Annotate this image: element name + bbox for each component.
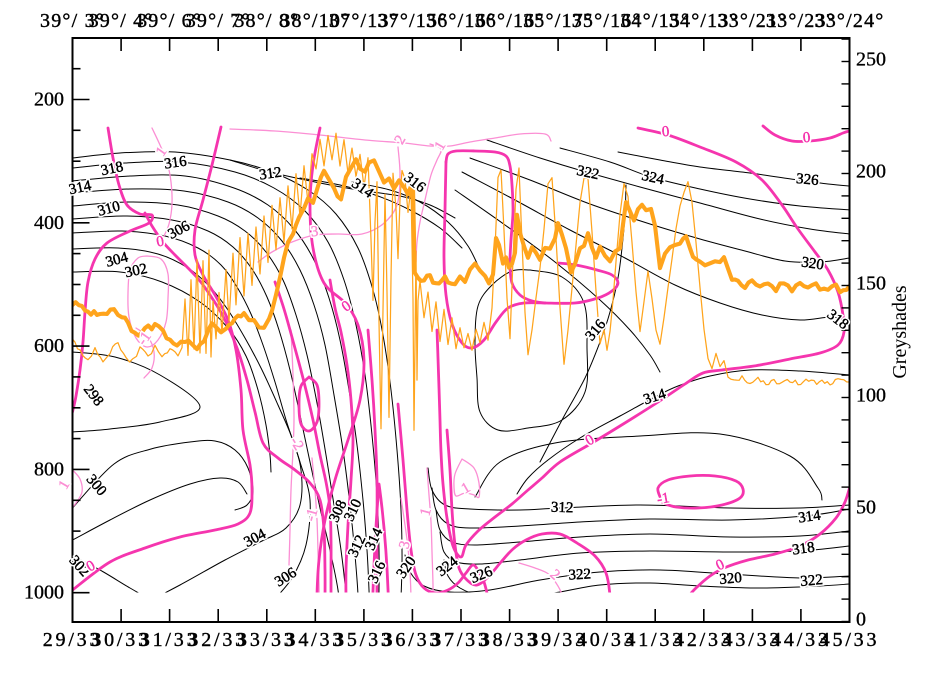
svg-text:36/33: 36/33 (383, 629, 443, 651)
svg-text:-1: -1 (656, 490, 671, 508)
svg-text:35°/17°: 35°/17° (523, 10, 593, 32)
svg-text:35/33: 35/33 (334, 629, 394, 651)
svg-text:250: 250 (856, 49, 886, 71)
svg-text:314: 314 (68, 178, 94, 198)
svg-text:304: 304 (104, 249, 130, 270)
svg-text:322: 322 (575, 163, 600, 183)
svg-text:38°/ 8°: 38°/ 8° (234, 10, 299, 32)
svg-text:34°/13°: 34°/13° (669, 10, 739, 32)
svg-text:316: 316 (163, 153, 188, 172)
svg-text:44/33: 44/33 (771, 629, 831, 651)
svg-text:32/33: 32/33 (188, 629, 248, 651)
svg-text:600: 600 (34, 335, 64, 357)
svg-text:314: 314 (68, 178, 94, 198)
svg-text:30/33: 30/33 (91, 629, 151, 651)
svg-text:322: 322 (575, 163, 600, 183)
svg-text:-1: -1 (656, 490, 671, 508)
svg-text:43/33: 43/33 (723, 629, 783, 651)
svg-text:38/33: 38/33 (480, 629, 540, 651)
svg-text:324: 324 (640, 168, 666, 188)
svg-text:0: 0 (661, 124, 670, 141)
svg-text:312: 312 (258, 165, 283, 184)
svg-text:31/33: 31/33 (140, 629, 200, 651)
svg-text:41/33: 41/33 (625, 629, 685, 651)
svg-text:310: 310 (96, 198, 122, 219)
svg-text:36°/16°: 36°/16° (426, 10, 496, 32)
svg-text:0: 0 (856, 609, 866, 631)
svg-text:200: 200 (856, 161, 886, 183)
svg-text:3: 3 (310, 224, 319, 241)
svg-text:0: 0 (155, 234, 165, 251)
svg-text:320: 320 (719, 570, 743, 588)
svg-text:3: 3 (396, 539, 413, 550)
svg-text:37°/15°: 37°/15° (377, 10, 447, 32)
svg-text:318: 318 (791, 540, 816, 559)
svg-text:200: 200 (34, 89, 64, 111)
svg-text:314: 314 (797, 507, 822, 526)
svg-text:39/33: 39/33 (528, 629, 588, 651)
svg-text:34/33: 34/33 (286, 629, 346, 651)
svg-text:40/33: 40/33 (577, 629, 637, 651)
svg-text:322: 322 (800, 572, 824, 590)
svg-text:320: 320 (800, 255, 825, 274)
svg-text:33°/21°: 33°/21° (717, 10, 787, 32)
svg-text:29/33: 29/33 (43, 629, 103, 651)
svg-text:0: 0 (802, 130, 811, 147)
svg-text:39°/ 7°: 39°/ 7° (186, 10, 251, 32)
svg-text:37/33: 37/33 (431, 629, 491, 651)
svg-text:100: 100 (856, 385, 886, 407)
svg-text:800: 800 (34, 458, 64, 480)
svg-text:34°/15°: 34°/15° (620, 10, 690, 32)
svg-text:324: 324 (640, 168, 666, 188)
svg-text:400: 400 (34, 212, 64, 234)
svg-text:0: 0 (802, 130, 811, 147)
svg-text:33/33: 33/33 (237, 629, 297, 651)
svg-text:39°/ 4°: 39°/ 4° (89, 10, 154, 32)
svg-text:38°/10°: 38°/10° (280, 10, 350, 32)
svg-text:326: 326 (795, 171, 819, 189)
svg-text:33°/23°: 33°/23° (766, 10, 836, 32)
svg-text:314: 314 (642, 386, 669, 408)
svg-text:33°/24°: 33°/24° (815, 10, 885, 32)
svg-text:314: 314 (797, 507, 822, 526)
svg-text:Greyshades: Greyshades (889, 285, 911, 379)
svg-text:318: 318 (791, 540, 816, 559)
svg-text:326: 326 (795, 171, 819, 189)
svg-text:35°/16°: 35°/16° (572, 10, 642, 32)
svg-text:322: 322 (568, 566, 591, 583)
svg-text:-1: -1 (303, 507, 322, 523)
svg-text:39°/ 3°: 39°/ 3° (40, 10, 105, 32)
svg-text:42/33: 42/33 (674, 629, 734, 651)
svg-text:45/33: 45/33 (820, 629, 880, 651)
svg-text:0: 0 (661, 124, 670, 141)
svg-text:3: 3 (310, 224, 319, 241)
svg-text:36°/16°: 36°/16° (475, 10, 545, 32)
svg-text:-1: -1 (303, 507, 322, 523)
svg-text:312: 312 (551, 500, 574, 517)
svg-text:322: 322 (568, 566, 591, 583)
svg-text:318: 318 (100, 159, 125, 179)
svg-text:1: 1 (417, 506, 434, 517)
svg-text:316: 316 (163, 153, 188, 172)
svg-text:312: 312 (258, 165, 283, 184)
svg-text:1000: 1000 (24, 582, 64, 604)
svg-text:320: 320 (719, 570, 743, 588)
svg-text:322: 322 (800, 572, 824, 590)
svg-text:320: 320 (800, 255, 825, 274)
svg-text:302: 302 (124, 261, 149, 281)
svg-text:39°/ 6°: 39°/ 6° (137, 10, 202, 32)
svg-text:37°/13°: 37°/13° (329, 10, 399, 32)
svg-text:50: 50 (856, 497, 876, 519)
svg-text:302: 302 (124, 261, 149, 281)
svg-text:318: 318 (100, 159, 125, 179)
svg-text:150: 150 (856, 273, 886, 295)
svg-text:312: 312 (551, 500, 574, 517)
